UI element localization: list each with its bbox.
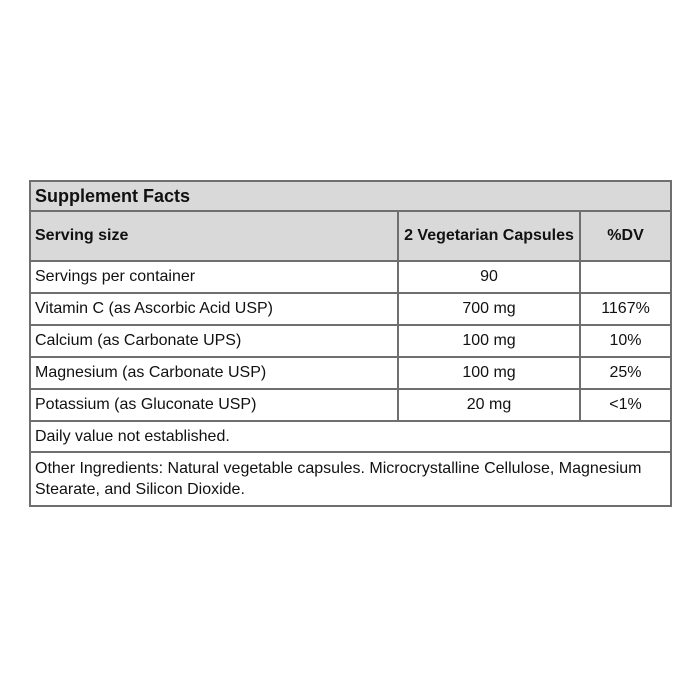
other-ingredients-row: Other Ingredients: Natural vegetable cap…	[28, 451, 673, 507]
facts-title-row: Supplement Facts	[28, 180, 673, 212]
other-ingredients: Other Ingredients: Natural vegetable cap…	[28, 451, 673, 507]
nutrient-row: Calcium (as Carbonate UPS) 100 mg 10%	[29, 324, 673, 358]
dv-header: %DV	[578, 210, 673, 262]
daily-value-note: Daily value not established.	[28, 420, 673, 453]
daily-value-note-row: Daily value not established.	[28, 420, 673, 453]
nutrient-name: Magnesium (as Carbonate USP)	[29, 356, 399, 390]
nutrient-dv: 10%	[578, 324, 673, 358]
nutrient-name: Calcium (as Carbonate UPS)	[29, 324, 399, 358]
nutrient-row: Servings per container 90	[29, 260, 673, 294]
nutrient-amount: 100 mg	[397, 356, 581, 390]
nutrient-amount: 100 mg	[397, 324, 581, 358]
nutrient-row: Magnesium (as Carbonate USP) 100 mg 25%	[29, 356, 673, 390]
nutrient-dv	[578, 260, 673, 294]
serving-size-value: 2 Vegetarian Capsules	[397, 210, 581, 262]
nutrient-name: Potassium (as Gluconate USP)	[29, 388, 399, 422]
serving-size-label: Serving size	[29, 210, 399, 262]
nutrient-dv: <1%	[578, 388, 673, 422]
facts-title: Supplement Facts	[28, 180, 673, 212]
nutrient-amount: 700 mg	[397, 292, 581, 326]
supplement-facts-table: Supplement Facts Serving size 2 Vegetari…	[28, 180, 673, 507]
nutrient-amount: 20 mg	[397, 388, 581, 422]
nutrient-dv: 25%	[578, 356, 673, 390]
facts-header-row: Serving size 2 Vegetarian Capsules %DV	[29, 210, 673, 262]
nutrient-row: Potassium (as Gluconate USP) 20 mg <1%	[29, 388, 673, 422]
nutrient-amount: 90	[397, 260, 581, 294]
nutrient-name: Vitamin C (as Ascorbic Acid USP)	[29, 292, 399, 326]
nutrient-dv: 1167%	[578, 292, 673, 326]
nutrient-row: Vitamin C (as Ascorbic Acid USP) 700 mg …	[29, 292, 673, 326]
nutrient-name: Servings per container	[29, 260, 399, 294]
